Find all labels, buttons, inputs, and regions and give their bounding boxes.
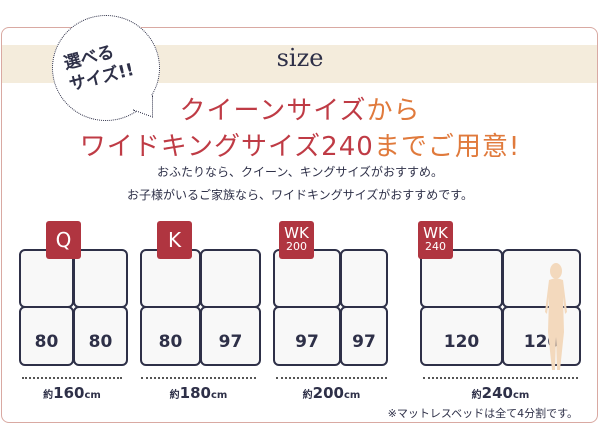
section-width: 97 (295, 332, 319, 352)
badge-sub-label: 200 (286, 240, 307, 253)
dimension-line (276, 377, 387, 379)
dimension-line (22, 377, 122, 379)
dimension-line (141, 377, 256, 379)
bed-diagram: 80 97 (140, 249, 261, 366)
mattress-section (340, 249, 388, 308)
width-value: 200 (312, 384, 344, 402)
badge-label: WK (284, 224, 309, 242)
width-value: 160 (53, 384, 85, 402)
description-line-1: おふたりなら、クイーン、キングサイズがおすすめ。 (157, 165, 443, 179)
section-width: 80 (88, 332, 113, 352)
headline-2-main: ワイドキングサイズ240 (79, 132, 374, 162)
approx-prefix: 約 (169, 390, 180, 401)
badge-label: WK (423, 224, 448, 242)
description-line-2: お子様がいるご家族なら、ワイドキングサイズがおすすめです。 (126, 188, 474, 202)
bed-diagram: 80 80 (19, 249, 128, 366)
headline-line-1: クイーンサイズから (0, 90, 600, 127)
mattress-section: 97 (340, 306, 388, 366)
headline-line-2: ワイドキングサイズ240までご用意! (0, 126, 600, 163)
size-badge: Q (46, 221, 81, 259)
total-width: 約180cm (141, 384, 256, 402)
width-unit: cm (84, 390, 101, 401)
approx-prefix: 約 (302, 390, 313, 401)
total-width: 約160cm (22, 384, 122, 402)
total-width: 約240cm (423, 384, 578, 402)
badge-sub-label: 240 (425, 240, 446, 253)
section-width: 80 (158, 332, 183, 352)
content-frame (1, 27, 598, 423)
badge-label: Q (55, 228, 72, 252)
headline-2-accent: までご用意! (373, 132, 521, 162)
size-badge: WK 200 (279, 221, 314, 259)
mattress-section: 120 (420, 306, 503, 366)
section-width: 120 (443, 332, 480, 352)
dimension-line (423, 377, 578, 379)
section-width: 97 (352, 332, 376, 352)
width-unit: cm (343, 390, 361, 401)
section-title: size (276, 44, 324, 72)
width-unit: cm (512, 390, 530, 401)
width-unit: cm (210, 390, 228, 401)
mattress-section (200, 249, 261, 308)
mattress-section: 97 (200, 306, 261, 366)
headline-1-main: クイーンサイズ (179, 96, 367, 126)
mattress-section: 80 (19, 306, 74, 366)
mattress-section: 97 (273, 306, 341, 366)
section-width: 80 (34, 332, 59, 352)
width-value: 240 (481, 384, 513, 402)
mattress-section: 80 (140, 306, 201, 366)
total-width: 約200cm (276, 384, 387, 402)
mattress-section (73, 249, 128, 308)
approx-prefix: 約 (43, 390, 54, 401)
section-width: 97 (218, 332, 243, 352)
person-silhouette-icon (545, 263, 567, 370)
bed-diagram: 120 120 (420, 249, 581, 366)
width-value: 180 (179, 384, 211, 402)
size-badge: WK 240 (418, 221, 453, 259)
size-badge: K (157, 221, 192, 259)
mattress-section: 80 (73, 306, 128, 366)
badge-label: K (167, 228, 182, 252)
headline-1-accent: から (366, 96, 421, 126)
footnote: ※マットレスベッドは全て4分割です。 (387, 407, 578, 420)
bed-diagram: 97 97 (273, 249, 388, 366)
approx-prefix: 約 (471, 390, 482, 401)
mattress-section (502, 249, 581, 308)
